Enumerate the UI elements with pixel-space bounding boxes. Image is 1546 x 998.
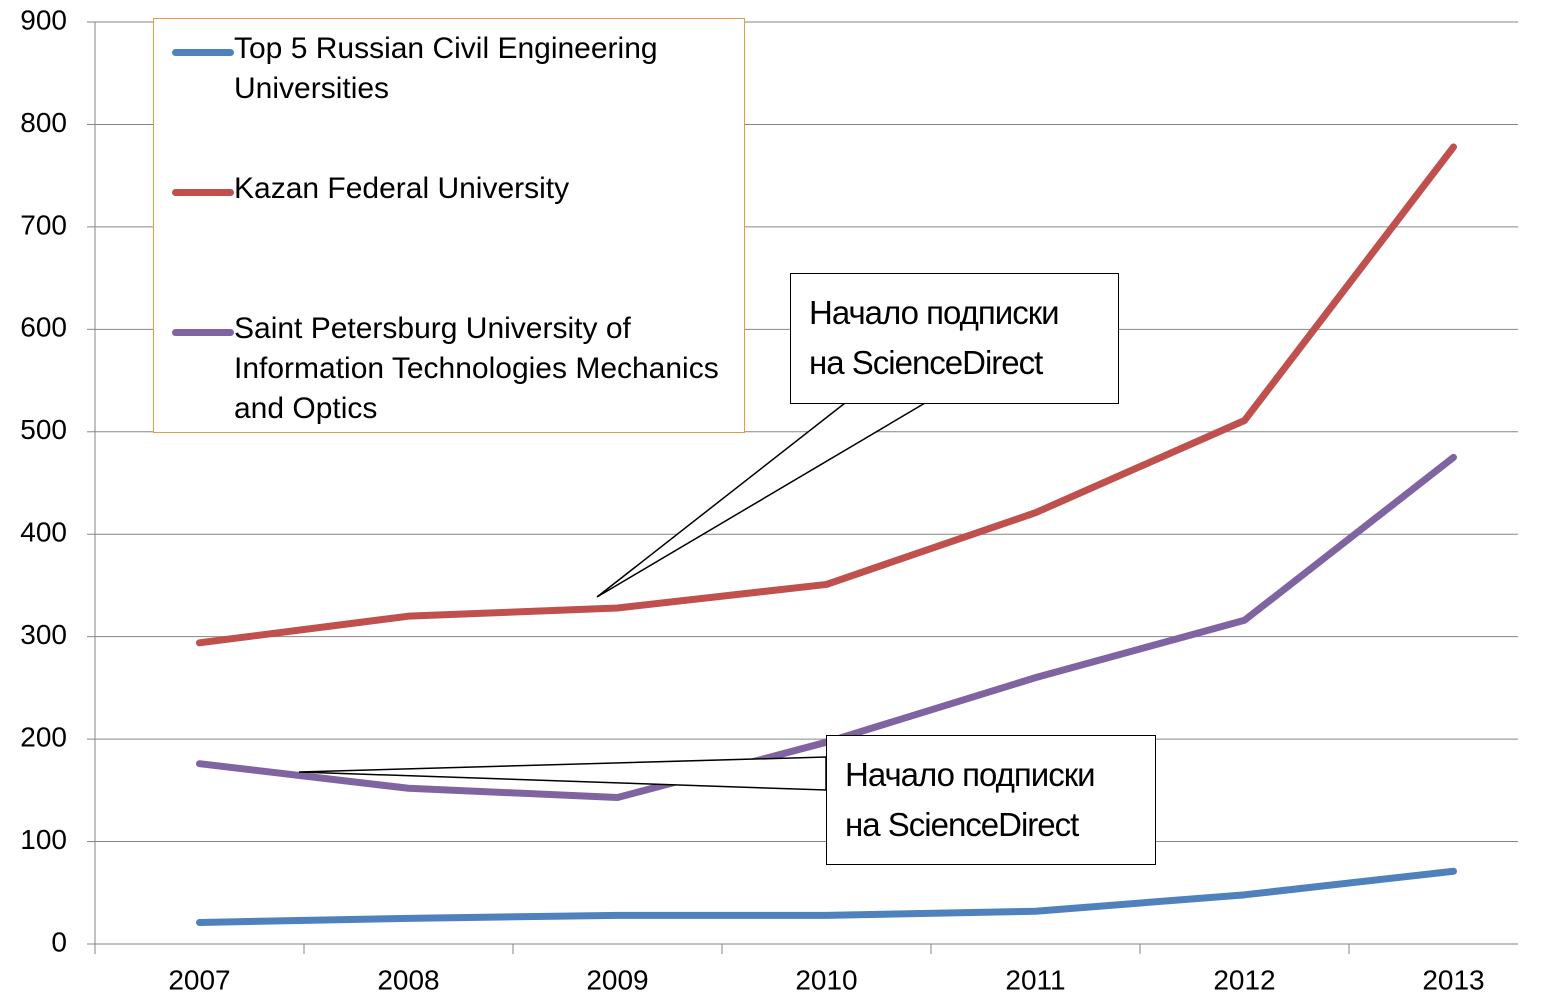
series-line bbox=[196, 143, 1457, 647]
y-tick-label: 0 bbox=[51, 926, 67, 957]
y-tick-label: 500 bbox=[20, 414, 67, 445]
legend-label: Top 5 Russian Civil Engineering Universi… bbox=[234, 32, 658, 105]
legend-label: Kazan Federal University bbox=[234, 172, 570, 205]
x-tick-label: 2010 bbox=[795, 964, 857, 995]
legend-swatch bbox=[172, 189, 234, 196]
x-tick-label: 2011 bbox=[1005, 964, 1065, 995]
x-tick-label: 2007 bbox=[168, 964, 230, 995]
y-tick-label: 200 bbox=[20, 722, 67, 753]
annotation: Начало подписки на ScienceDirect bbox=[790, 273, 1119, 404]
y-tick-label: 100 bbox=[20, 824, 67, 855]
legend: Top 5 Russian Civil Engineering Universi… bbox=[153, 18, 745, 433]
legend-swatch bbox=[172, 49, 234, 56]
x-tick-label: 2013 bbox=[1422, 964, 1484, 995]
y-tick-label: 600 bbox=[20, 312, 67, 343]
y-tick-label: 800 bbox=[20, 107, 67, 138]
annotation: Начало подписки на ScienceDirect bbox=[826, 735, 1156, 865]
y-tick-label: 300 bbox=[20, 619, 67, 650]
y-tick-label: 900 bbox=[20, 4, 67, 35]
x-tick-label: 2009 bbox=[586, 964, 648, 995]
y-tick-label: 700 bbox=[20, 209, 67, 240]
legend-swatch bbox=[172, 329, 234, 336]
y-tick-label: 400 bbox=[20, 517, 67, 548]
legend-label: Saint Petersburg University of Informati… bbox=[234, 312, 719, 425]
x-tick-label: 2012 bbox=[1213, 964, 1275, 995]
series-line bbox=[196, 867, 1457, 926]
x-tick-label: 2008 bbox=[377, 964, 439, 995]
